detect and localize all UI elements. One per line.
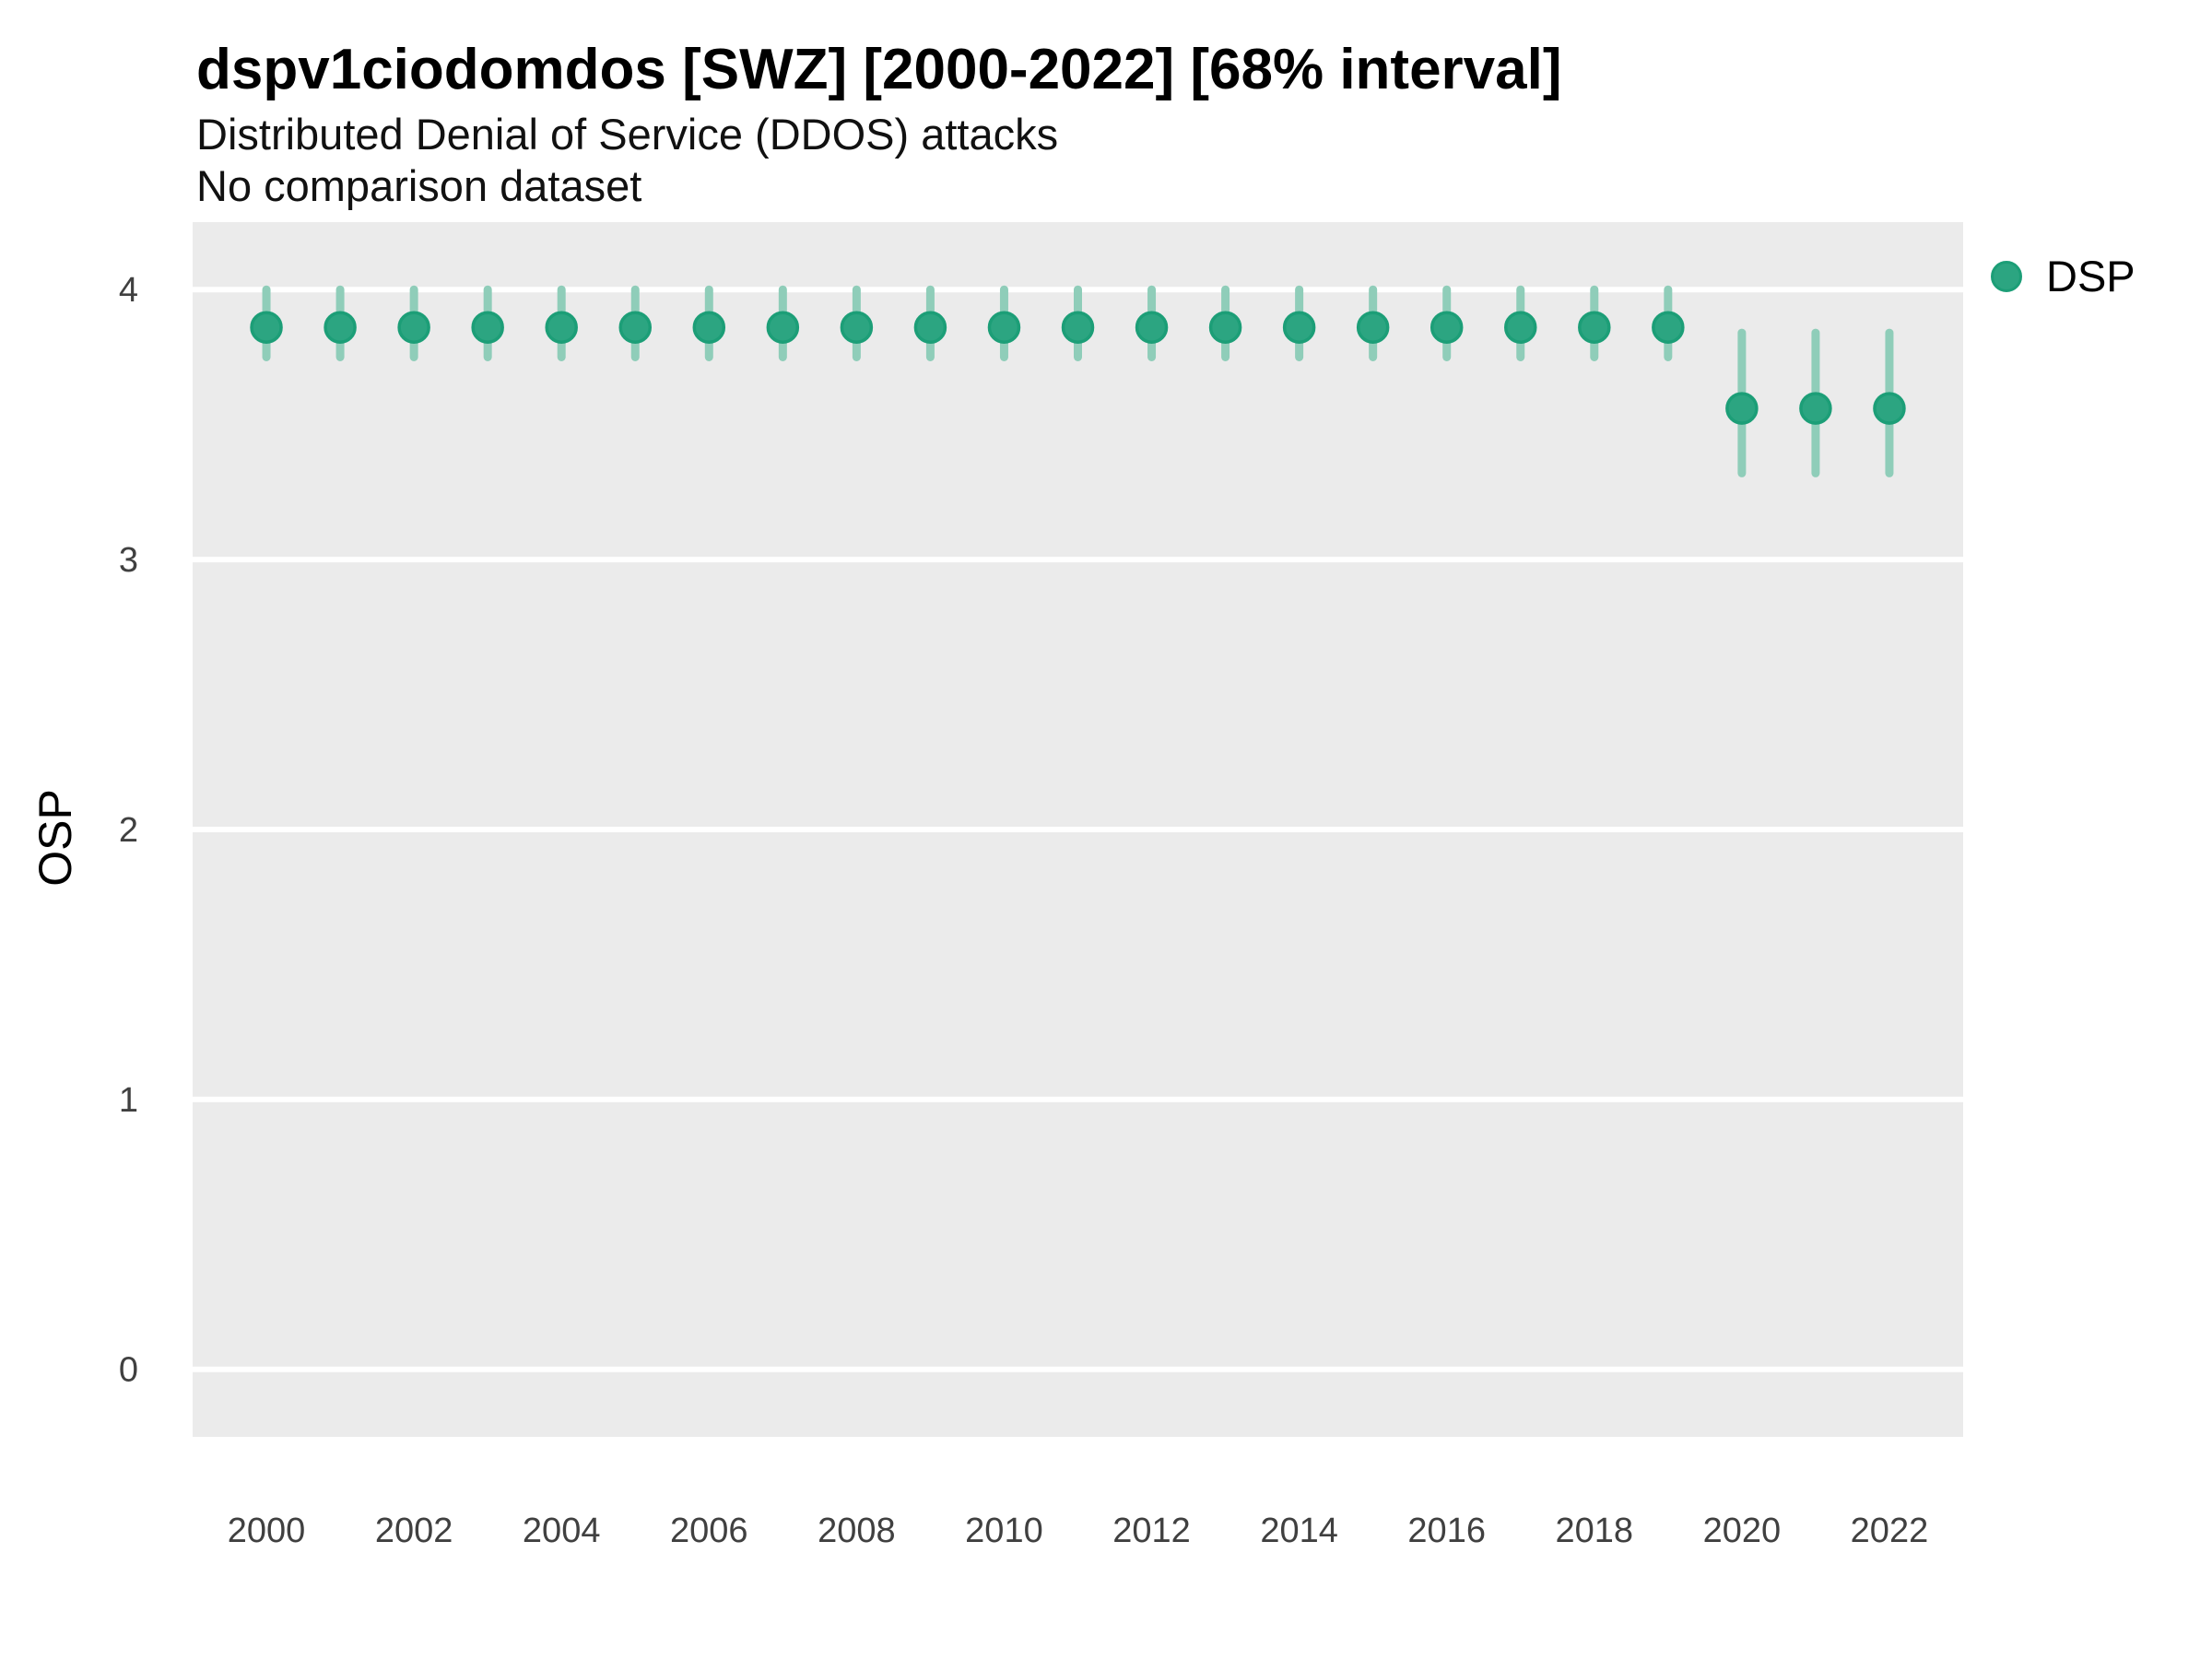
x-tick-label: 2004 [523,1512,601,1550]
x-tick-label: 2022 [1851,1512,1929,1550]
data-point [766,311,800,344]
x-tick-label: 2016 [1407,1512,1486,1550]
x-tick-label: 2008 [818,1512,896,1550]
x-tick-label: 2012 [1112,1512,1191,1550]
data-point [1282,311,1316,344]
chart-title: dspv1ciodomdos [SWZ] [2000-2022] [68% in… [196,38,1562,101]
data-point [1208,311,1242,344]
data-point [1504,311,1537,344]
data-point [987,311,1021,344]
comparison-note: No comparison dataset [196,161,642,210]
data-point [840,311,874,344]
y-tick-label: 1 [119,1081,138,1120]
legend-label-dsp: DSP [2046,252,2136,300]
data-point [250,311,283,344]
chart-subtitle: Distributed Denial of Service (DDOS) att… [196,110,1059,159]
data-point [1430,311,1464,344]
y-tick-label: 3 [119,541,138,580]
data-point [692,311,726,344]
data-point [913,311,947,344]
data-point [1799,392,1832,425]
data-point [1725,392,1759,425]
x-tick-label: 2010 [965,1512,1043,1550]
data-point [1135,311,1169,344]
legend: DSP [1991,251,2136,301]
x-tick-label: 2020 [1703,1512,1782,1550]
data-point [545,311,578,344]
data-point [1356,311,1390,344]
x-tick-label: 2006 [670,1512,748,1550]
legend-marker-dsp-icon [1991,260,2022,292]
x-tick-label: 2014 [1260,1512,1338,1550]
data-point [1061,311,1095,344]
x-tick-label: 2018 [1556,1512,1634,1550]
y-tick-label: 4 [119,271,138,310]
data-point [324,311,357,344]
data-point [471,311,504,344]
data-point [1873,392,1906,425]
x-tick-label: 2002 [375,1512,453,1550]
data-point [397,311,430,344]
data-point [618,311,652,344]
data-point [1652,311,1685,344]
y-tick-label: 2 [119,811,138,850]
data-point [1578,311,1611,344]
y-tick-label: 0 [119,1351,138,1390]
x-tick-label: 2000 [228,1512,306,1550]
